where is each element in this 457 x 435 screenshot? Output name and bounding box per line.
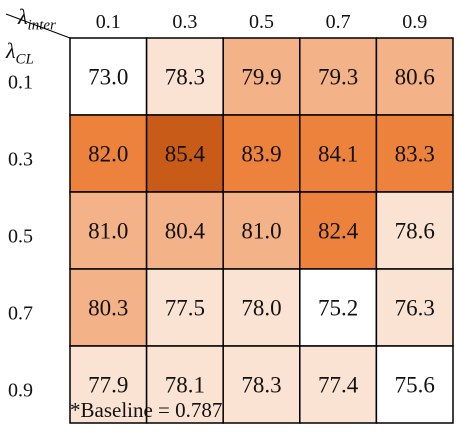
cell-value-label: 82.4 (318, 219, 359, 244)
heatmap-cell (145, 345, 224, 424)
cell-value-label: 78.1 (165, 373, 205, 398)
cell-value-label: 79.3 (318, 65, 358, 90)
cell-value-label: 79.9 (241, 65, 281, 90)
heatmap-cell (69, 345, 148, 424)
heatmap-cell (299, 191, 378, 270)
cell-value-label: 83.9 (241, 142, 281, 167)
cell-value-label: 75.6 (395, 373, 435, 398)
heatmap-cell (299, 114, 378, 193)
cell-value-label: 77.5 (165, 296, 205, 321)
cell-value-label: 82.0 (88, 142, 128, 167)
cell-value-label: 85.4 (165, 142, 206, 167)
cell-value-label: 80.4 (165, 219, 206, 244)
heatmap-cell (145, 191, 224, 270)
cell-value-label: 75.2 (318, 296, 358, 321)
cell-value-label: 80.6 (395, 65, 435, 90)
cell-value-label: 77.9 (88, 373, 128, 398)
cell-value-label: 73.0 (88, 65, 128, 90)
baseline-footnote: *Baseline = 0.787 (70, 398, 223, 422)
y-tick-label: 0.3 (8, 149, 33, 171)
x-tick-label: 0.5 (249, 11, 274, 33)
heatmap-cell (375, 37, 454, 116)
x-axis-symbol: λ (18, 4, 28, 29)
cell-value-label: 81.0 (88, 219, 128, 244)
heatmap-cell (299, 345, 378, 424)
x-axis-subscript: inter (27, 17, 56, 34)
heatmap-cell (69, 191, 148, 270)
heatmap-cell (375, 268, 454, 347)
heatmap-cell (69, 37, 148, 116)
cell-value-label: 78.0 (241, 296, 281, 321)
heatmap-cell (299, 268, 378, 347)
heatmap-cell (222, 37, 301, 116)
x-tick-label: 0.3 (172, 11, 197, 33)
cell-value-label: 78.3 (165, 65, 205, 90)
y-tick-labels: 0.1 0.3 0.5 0.7 0.9 (8, 72, 33, 402)
cell-value-label: 81.0 (241, 219, 281, 244)
y-axis-subscript: CL (15, 51, 34, 68)
cell-value-label: 83.3 (395, 142, 435, 167)
cell-value-label: 80.3 (88, 296, 128, 321)
y-tick-label: 0.1 (8, 72, 33, 94)
x-tick-label: 0.9 (402, 11, 427, 33)
heatmap-cell (375, 191, 454, 270)
heatmap-cell (69, 114, 148, 193)
cell-value-label: 77.4 (318, 373, 359, 398)
cell-value-label: 78.6 (395, 219, 435, 244)
x-tick-label: 0.1 (96, 11, 121, 33)
heatmap-cell (299, 37, 378, 116)
heatmap-cells (69, 37, 454, 424)
y-axis-symbol: λ (6, 38, 16, 63)
y-tick-label: 0.5 (8, 226, 33, 248)
cell-value-label: 78.3 (241, 373, 281, 398)
x-axis-label: λinter (18, 4, 56, 34)
corner-divider (5, 13, 71, 39)
x-tick-labels: 0.1 0.3 0.5 0.7 0.9 (96, 11, 427, 33)
heatmap-cell (375, 345, 454, 424)
y-axis-label: λCL (6, 38, 34, 68)
cell-value-label: 84.1 (318, 142, 358, 167)
y-tick-label: 0.7 (8, 303, 33, 325)
heatmap-cell (375, 114, 454, 193)
heatmap-cell (222, 268, 301, 347)
cell-value-labels: 73.0 78.3 79.9 79.3 80.6 82.0 85.4 83.9 84.1 83.3… (88, 65, 435, 398)
cell-value-label: 76.3 (395, 296, 435, 321)
y-tick-label: 0.9 (8, 380, 33, 402)
x-tick-label: 0.7 (326, 11, 351, 33)
